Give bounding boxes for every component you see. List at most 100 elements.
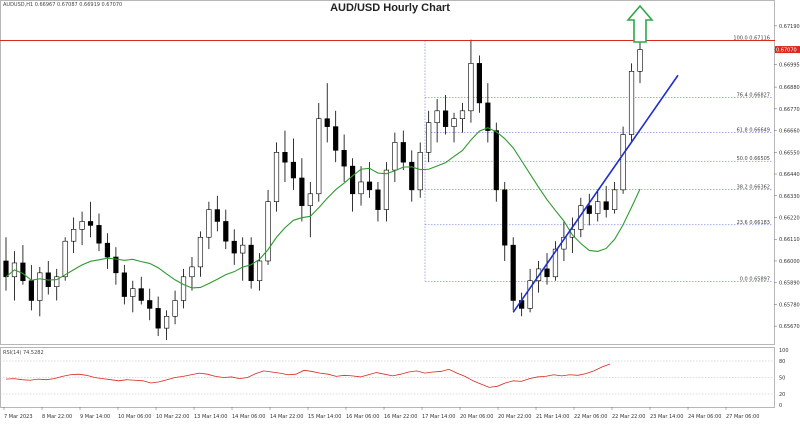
up-arrow-icon bbox=[626, 4, 654, 43]
candle-body bbox=[451, 118, 457, 127]
fib-label: 100.0 0.67116 bbox=[733, 35, 770, 41]
candle-body bbox=[265, 201, 271, 262]
time-tick-label: 22 Mar 06:00 bbox=[574, 414, 607, 420]
candle-body bbox=[257, 260, 263, 282]
bullish-trendline bbox=[512, 74, 679, 313]
candle-body bbox=[104, 242, 111, 258]
rsi-tick-label: 50 bbox=[779, 376, 785, 382]
candle-body bbox=[400, 142, 406, 163]
time-tick-label: 16 Mar 22:00 bbox=[384, 414, 417, 420]
candle-body bbox=[290, 161, 297, 179]
price-tick-label: 0.66995 bbox=[779, 62, 800, 68]
candle-body bbox=[603, 201, 609, 210]
candle-body bbox=[459, 110, 466, 120]
price-tick-label: 0.66330 bbox=[779, 194, 800, 200]
candle-body bbox=[3, 260, 9, 278]
candle-body bbox=[569, 229, 575, 238]
candle-body bbox=[620, 134, 626, 191]
candle-body bbox=[172, 300, 178, 317]
up-arrow-shape bbox=[626, 4, 654, 43]
time-tick-label: 20 Mar 22:00 bbox=[498, 414, 531, 420]
price-tick-label: 0.65890 bbox=[779, 281, 800, 287]
time-tick-label: 8 Mar 22:00 bbox=[42, 414, 72, 420]
candle-body bbox=[316, 118, 322, 195]
time-tick-label: 20 Mar 06:00 bbox=[460, 414, 493, 420]
price-tick-label: 0.66770 bbox=[779, 107, 800, 113]
candle-body bbox=[189, 266, 195, 278]
price-tick-label: 0.66880 bbox=[779, 85, 800, 91]
time-axis: 7 Mar 2023 8 Mar 22:00 9 Mar 14:00 10 Mar 0… bbox=[3, 407, 759, 420]
fib-label: 76.4 0.66827 bbox=[737, 93, 770, 99]
chart-title: AUD/USD Hourly Chart bbox=[330, 2, 450, 14]
rsi-tick-label: 80 bbox=[779, 359, 785, 365]
candles-group bbox=[3, 39, 643, 340]
candle-body bbox=[147, 300, 153, 309]
candle-body bbox=[341, 150, 347, 167]
time-tick-label: 23 Mar 14:00 bbox=[650, 414, 683, 420]
candle-body bbox=[434, 110, 440, 123]
time-tick-label: 13 Mar 14:00 bbox=[194, 414, 227, 420]
moving-average-line bbox=[5, 127, 641, 289]
price-tick-label: 0.65670 bbox=[779, 324, 800, 330]
current-price-tag bbox=[775, 46, 800, 54]
candle-body bbox=[130, 288, 136, 297]
candle-body bbox=[113, 256, 119, 274]
candle-body bbox=[37, 272, 43, 301]
candle-body bbox=[138, 288, 144, 301]
price-tick-label: 0.67190 bbox=[779, 24, 800, 30]
current-price-label: 0.67070 bbox=[776, 48, 797, 54]
candle-body bbox=[155, 308, 161, 329]
candle-body bbox=[527, 280, 533, 309]
price-tick-label: 0.66000 bbox=[779, 259, 800, 265]
candle-body bbox=[206, 209, 212, 238]
candle-body bbox=[96, 225, 102, 244]
time-tick-label: 24 Mar 06:00 bbox=[688, 414, 721, 420]
price-tick-label: 0.66550 bbox=[779, 150, 800, 156]
candle-body bbox=[87, 221, 94, 226]
candle-body bbox=[197, 236, 204, 268]
fib-label: 61.8 0.66649 bbox=[737, 128, 770, 134]
candle-body bbox=[20, 262, 26, 282]
candle-body bbox=[28, 280, 34, 301]
candle-body bbox=[214, 209, 220, 222]
candle-body bbox=[476, 63, 482, 104]
candle-body bbox=[62, 240, 68, 278]
time-tick-label: 10 Mar 22:00 bbox=[156, 414, 189, 420]
price-tick-label: 0.65780 bbox=[779, 302, 800, 308]
time-tick-label: 15 Mar 14:00 bbox=[308, 414, 341, 420]
candle-body bbox=[333, 126, 339, 151]
candle-body bbox=[231, 240, 237, 254]
candle-body bbox=[485, 102, 491, 131]
price-tick-label: 0.66220 bbox=[779, 216, 800, 222]
candle-body bbox=[375, 189, 381, 210]
candle-body bbox=[612, 189, 618, 210]
candle-body bbox=[248, 244, 254, 282]
overlays-group bbox=[0, 4, 775, 313]
candle-body bbox=[164, 315, 170, 329]
candle-body bbox=[71, 229, 77, 242]
rsi-line bbox=[5, 363, 611, 388]
time-tick-label: 17 Mar 14:00 bbox=[422, 414, 455, 420]
price-axis: 0.67190 0.67070 0.66995 0.66880 0.66770 0.666… bbox=[774, 24, 800, 330]
rsi-label: RSI(14) 74.5282 bbox=[3, 350, 44, 356]
candle-body bbox=[180, 276, 187, 301]
fib-label: 23.6 0.66183 bbox=[737, 220, 770, 226]
candle-body bbox=[417, 152, 423, 191]
symbol-info: AUDUSD,H1 0.66967 0.67087 0.66919 0.6707… bbox=[3, 2, 122, 8]
fib-label: 0.0 0.65897 bbox=[740, 276, 770, 282]
candle-body bbox=[637, 49, 643, 72]
candle-body bbox=[544, 268, 550, 278]
candle-body bbox=[240, 244, 246, 254]
candle-body bbox=[586, 205, 592, 214]
candle-body bbox=[468, 63, 474, 112]
candle-body bbox=[426, 122, 432, 153]
time-tick-label: 16 Mar 06:00 bbox=[346, 414, 379, 420]
candle-body bbox=[223, 221, 229, 242]
candle-body bbox=[392, 142, 398, 171]
rsi-tick-label: 20 bbox=[779, 392, 785, 398]
price-tick-label: 0.66110 bbox=[779, 237, 800, 243]
candle-body bbox=[442, 110, 449, 127]
time-tick-label: 22 Mar 22:00 bbox=[612, 414, 645, 420]
